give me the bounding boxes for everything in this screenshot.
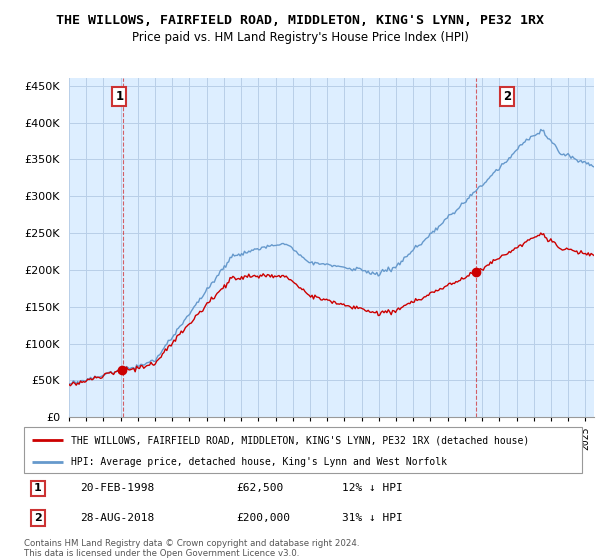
Text: 28-AUG-2018: 28-AUG-2018 [80, 513, 154, 523]
Text: Contains HM Land Registry data © Crown copyright and database right 2024.
This d: Contains HM Land Registry data © Crown c… [24, 539, 359, 558]
Text: 1: 1 [115, 90, 124, 103]
Text: 2: 2 [34, 513, 42, 523]
Text: 31% ↓ HPI: 31% ↓ HPI [342, 513, 403, 523]
Text: THE WILLOWS, FAIRFIELD ROAD, MIDDLETON, KING'S LYNN, PE32 1RX (detached house): THE WILLOWS, FAIRFIELD ROAD, MIDDLETON, … [71, 435, 530, 445]
Text: Price paid vs. HM Land Registry's House Price Index (HPI): Price paid vs. HM Land Registry's House … [131, 31, 469, 44]
Text: 12% ↓ HPI: 12% ↓ HPI [342, 483, 403, 493]
Text: £200,000: £200,000 [236, 513, 290, 523]
Text: HPI: Average price, detached house, King's Lynn and West Norfolk: HPI: Average price, detached house, King… [71, 457, 448, 466]
Text: 1: 1 [34, 483, 42, 493]
Text: 20-FEB-1998: 20-FEB-1998 [80, 483, 154, 493]
Text: £62,500: £62,500 [236, 483, 283, 493]
Text: THE WILLOWS, FAIRFIELD ROAD, MIDDLETON, KING'S LYNN, PE32 1RX: THE WILLOWS, FAIRFIELD ROAD, MIDDLETON, … [56, 14, 544, 27]
Text: 2: 2 [503, 90, 511, 103]
